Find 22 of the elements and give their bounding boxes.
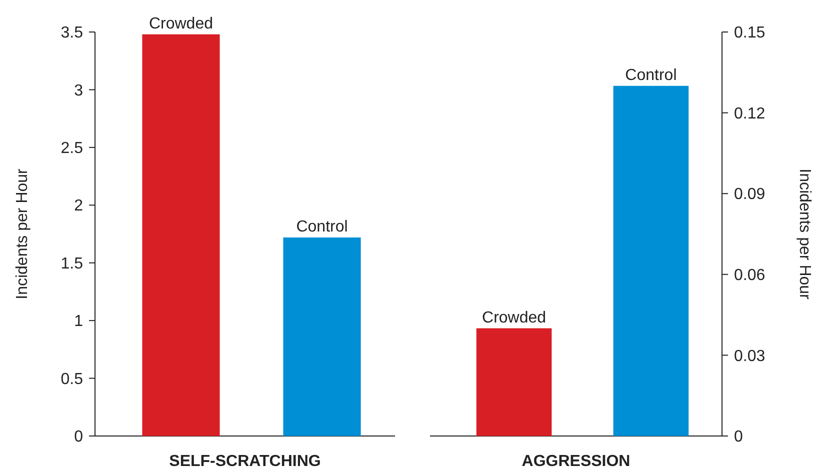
x-tick-label: Control (625, 66, 677, 84)
x-tick-label: Crowded (482, 309, 546, 326)
y-tick-label: 1 (74, 313, 84, 330)
y-tick-label: 3 (74, 82, 84, 100)
x-tick-label: Control (296, 218, 348, 236)
x-tick-label: Crowded (148, 15, 214, 32)
y-tick-label: 0.5 (60, 370, 84, 388)
x-axis-title: SELF-SCRATCHING (169, 453, 321, 470)
y-axis-title: Incidents per Hour (796, 168, 813, 300)
y-tick-label: 1.5 (60, 255, 84, 272)
y-tick-label: 0 (74, 428, 84, 446)
x-axis-title: AGGRESSION (522, 453, 630, 470)
y-tick-label: 0.03 (734, 348, 766, 365)
y-tick-label: 2 (74, 198, 84, 215)
y-tick-label: 0.12 (734, 105, 766, 122)
y-tick-label: 3.5 (60, 24, 84, 42)
y-tick-label: 0.15 (734, 24, 766, 42)
y-axis-title: Incidents per Hour (14, 168, 31, 300)
y-tick-label: 0.06 (734, 267, 766, 284)
y-tick-label: 0.09 (734, 186, 766, 204)
y-tick-label: 0 (734, 428, 743, 446)
y-tick-label: 2.5 (60, 140, 84, 158)
